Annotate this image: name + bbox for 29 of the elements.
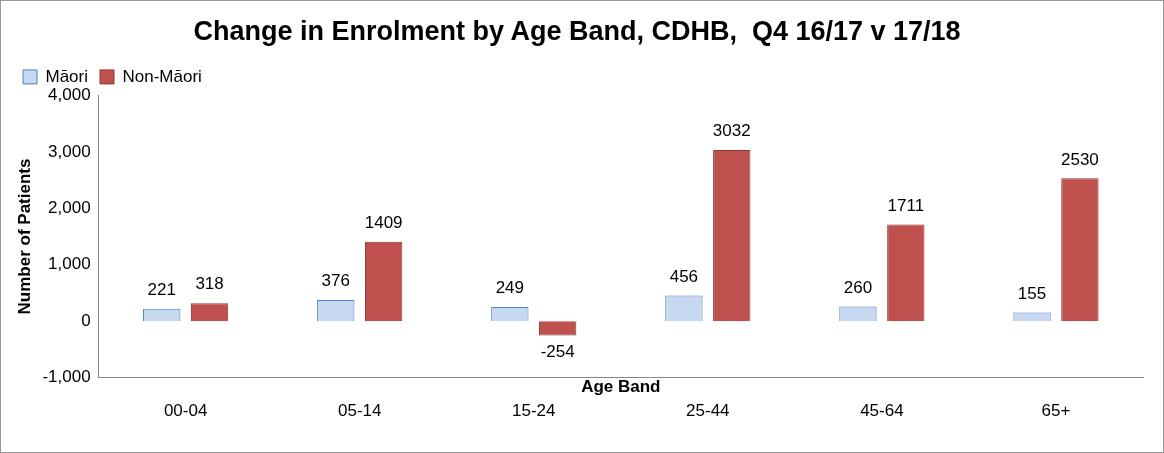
data-label: 376: [321, 271, 350, 291]
x-tick-label: 65+: [1041, 401, 1071, 421]
y-tick-label: 2,000: [48, 197, 91, 217]
x-tick-label: 05-14: [337, 401, 382, 421]
y-tick-label: 0: [81, 310, 91, 330]
legend-label: Non-Māori: [122, 66, 202, 86]
data-label: 249: [495, 278, 525, 298]
data-label: 1711: [887, 195, 925, 215]
y-tick-label: 3,000: [48, 141, 91, 161]
y-tick-label: -1,000: [42, 367, 91, 387]
data-label: 2530: [1060, 149, 1099, 169]
data-label: 155: [1017, 283, 1047, 303]
y-tick-label: 1,000: [48, 254, 91, 274]
chart-title: Change in Enrolment by Age Band, CDHB, Q4 16/17 v 17/18: [193, 15, 961, 46]
x-tick-label: 25-44: [686, 401, 730, 421]
y-tick-label: 4,000: [48, 85, 91, 105]
x-tick-label: 15-24: [512, 401, 556, 421]
data-label: 221: [147, 279, 176, 299]
legend-label: Māori: [45, 66, 89, 86]
data-label: 3032: [712, 121, 751, 141]
data-label: -254: [540, 341, 575, 361]
data-label: 456: [669, 266, 699, 286]
x-tick-label: 45-64: [860, 401, 904, 421]
x-tick-label: 00-04: [163, 401, 208, 421]
y-axis-title: Number of Patients: [14, 158, 34, 315]
data-label: 1409: [364, 212, 403, 232]
x-axis-title: Age Band: [581, 376, 661, 396]
data-label: 318: [195, 274, 224, 294]
data-label: 260: [843, 277, 873, 297]
